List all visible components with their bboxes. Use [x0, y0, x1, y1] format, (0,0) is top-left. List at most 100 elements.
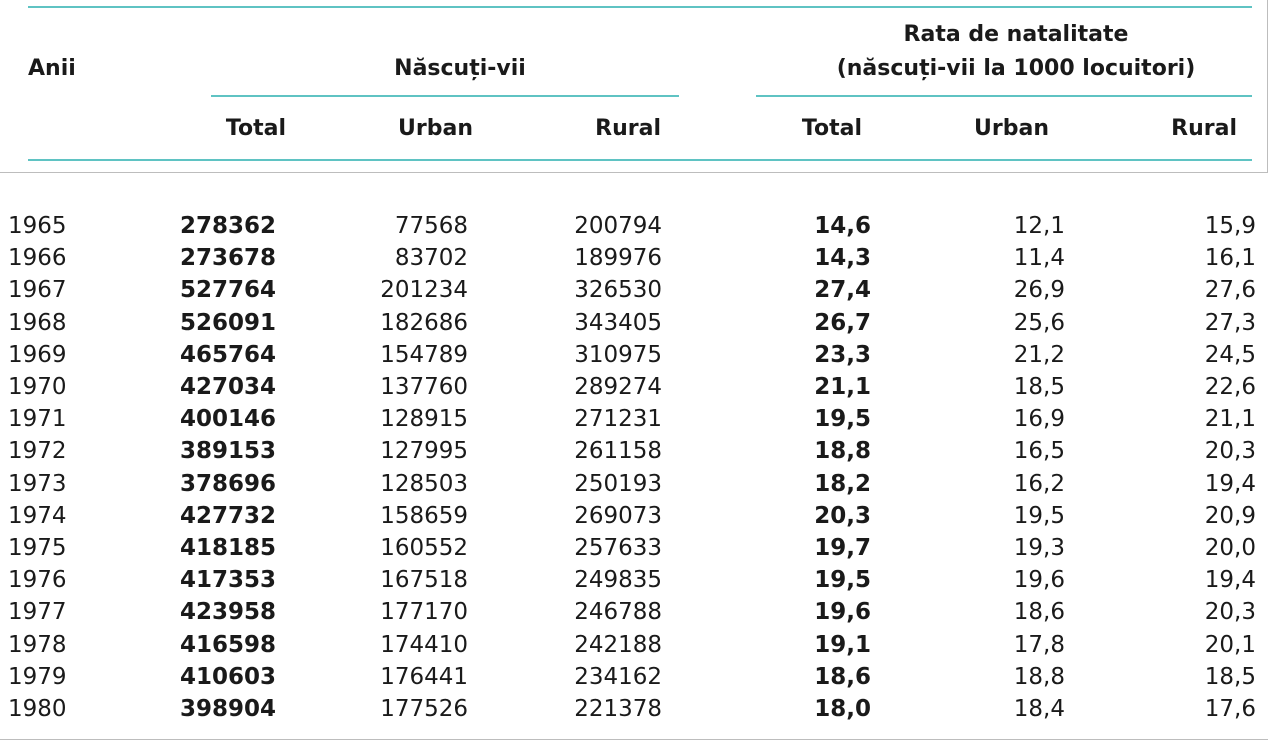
table-row: 1977 423958 177170 246788 19,6 18,6 20,3 — [0, 596, 1279, 628]
col-header-rate-rural: Rural — [1171, 116, 1237, 141]
table-row: 1965 278362 77568 200794 14,6 12,1 15,9 — [0, 210, 1279, 242]
rate-group-header-line2: (născuți-vii la 1000 locuitori) — [836, 56, 1196, 81]
cell-births-total: 278362 — [179, 213, 276, 239]
cell-births-rural: 200794 — [574, 213, 662, 239]
cell-rate-rural: 17,6 — [1204, 696, 1256, 722]
cell-births-rural: 234162 — [574, 663, 662, 690]
rate-group-rule — [756, 95, 1252, 97]
cell-births-total: 427034 — [179, 374, 276, 400]
cell-births-urban: 128915 — [380, 406, 468, 433]
cell-births-rural: 310975 — [574, 341, 662, 368]
table-row: 1968 526091 182686 343405 26,7 25,6 27,3 — [0, 307, 1279, 339]
cell-births-rural: 343405 — [574, 309, 662, 336]
cell-births-urban: 127995 — [380, 438, 468, 465]
cell-births-total: 378696 — [179, 470, 276, 497]
col-header-rate-total: Total — [801, 116, 862, 141]
cell-rate-urban: 18,8 — [1013, 663, 1065, 690]
cell-year: 1969 — [8, 341, 67, 368]
cell-rate-urban: 17,8 — [1013, 631, 1065, 658]
cell-births-rural: 326530 — [574, 277, 662, 304]
cell-births-urban: 177526 — [380, 696, 468, 722]
cell-births-urban: 182686 — [380, 309, 468, 336]
table-row: 1971 400146 128915 271231 19,5 16,9 21,1 — [0, 403, 1279, 435]
table-row: 1973 378696 128503 250193 18,2 16,2 19,4 — [0, 468, 1279, 500]
cell-births-total: 389153 — [179, 438, 276, 465]
cell-rate-rural: 20,1 — [1204, 631, 1256, 658]
table-row: 1967 527764 201234 326530 27,4 26,9 27,6 — [0, 274, 1279, 306]
cell-births-urban: 77568 — [394, 213, 468, 239]
cell-births-urban: 160552 — [380, 535, 468, 561]
births-group-header: Născuți-vii — [394, 56, 526, 81]
cell-rate-total: 19,6 — [814, 599, 871, 626]
cell-births-total: 410603 — [179, 663, 276, 690]
cell-births-urban: 174410 — [380, 631, 468, 658]
cell-births-total: 417353 — [179, 567, 276, 594]
cell-births-urban: 154789 — [380, 341, 468, 368]
cell-rate-total: 14,3 — [814, 245, 871, 272]
cell-rate-rural: 22,6 — [1204, 374, 1256, 400]
cell-births-total: 273678 — [179, 245, 276, 272]
cell-births-rural: 249835 — [574, 567, 662, 594]
cell-births-total: 398904 — [179, 696, 276, 722]
header-top-rule — [28, 6, 1252, 8]
cell-rate-total: 14,6 — [814, 213, 871, 239]
cell-births-rural: 257633 — [574, 535, 662, 561]
cell-births-rural: 246788 — [574, 599, 662, 626]
cell-births-total: 526091 — [179, 309, 276, 336]
cell-year: 1965 — [8, 213, 67, 239]
cell-rate-rural: 15,9 — [1204, 213, 1256, 239]
cell-births-total: 416598 — [179, 631, 276, 658]
cell-rate-urban: 12,1 — [1013, 213, 1065, 239]
births-group-rule — [211, 95, 679, 97]
cell-births-total: 465764 — [179, 341, 276, 368]
cell-births-urban: 128503 — [380, 470, 468, 497]
cell-year: 1970 — [8, 374, 67, 400]
cell-rate-total: 18,6 — [814, 663, 871, 690]
cell-rate-urban: 25,6 — [1013, 309, 1065, 336]
cell-rate-urban: 26,9 — [1013, 277, 1065, 304]
table-row: 1975 418185 160552 257633 19,7 19,3 20,0 — [0, 532, 1279, 564]
cell-rate-urban: 16,5 — [1013, 438, 1065, 465]
cell-rate-rural: 20,9 — [1204, 502, 1256, 529]
cell-births-urban: 177170 — [380, 599, 468, 626]
cell-births-rural: 269073 — [574, 502, 662, 529]
cell-rate-total: 19,5 — [814, 567, 871, 594]
cell-rate-urban: 11,4 — [1013, 245, 1065, 272]
cell-year: 1973 — [8, 470, 67, 497]
cell-year: 1974 — [8, 502, 67, 529]
cell-rate-urban: 19,3 — [1013, 535, 1065, 561]
table-row: 1974 427732 158659 269073 20,3 19,5 20,9 — [0, 500, 1279, 532]
table-row: 1980 398904 177526 221378 18,0 18,4 17,6 — [0, 693, 1279, 725]
cell-rate-rural: 27,6 — [1204, 277, 1256, 304]
col-header-rate-urban: Urban — [974, 116, 1049, 141]
cell-births-total: 427732 — [179, 502, 276, 529]
cell-rate-urban: 19,5 — [1013, 502, 1065, 529]
cell-rate-rural: 20,0 — [1204, 535, 1256, 561]
cell-births-rural: 221378 — [574, 696, 662, 722]
cell-births-urban: 137760 — [380, 374, 468, 400]
cell-births-urban: 201234 — [380, 277, 468, 304]
cell-rate-urban: 18,4 — [1013, 696, 1065, 722]
header-bottom-rule — [28, 159, 1252, 161]
cell-rate-urban: 16,2 — [1013, 470, 1065, 497]
cell-births-rural: 271231 — [574, 406, 662, 433]
cell-rate-total: 18,0 — [814, 696, 871, 722]
cell-year: 1980 — [8, 696, 67, 722]
cell-rate-rural: 19,4 — [1204, 470, 1256, 497]
cell-rate-rural: 24,5 — [1204, 341, 1256, 368]
cell-rate-total: 21,1 — [814, 374, 871, 400]
cell-rate-urban: 18,5 — [1013, 374, 1065, 400]
cell-rate-rural: 18,5 — [1204, 663, 1256, 690]
cell-births-rural: 189976 — [574, 245, 662, 272]
cell-births-rural: 261158 — [574, 438, 662, 465]
cell-births-urban: 83702 — [394, 245, 468, 272]
table-row: 1979 410603 176441 234162 18,6 18,8 18,5 — [0, 661, 1279, 693]
cell-year: 1968 — [8, 309, 67, 336]
cell-year: 1967 — [8, 277, 67, 304]
cell-births-urban: 176441 — [380, 663, 468, 690]
table-row: 1969 465764 154789 310975 23,3 21,2 24,5 — [0, 339, 1279, 371]
cell-births-rural: 250193 — [574, 470, 662, 497]
cell-births-urban: 167518 — [380, 567, 468, 594]
cell-rate-rural: 20,3 — [1204, 599, 1256, 626]
cell-rate-urban: 16,9 — [1013, 406, 1065, 433]
